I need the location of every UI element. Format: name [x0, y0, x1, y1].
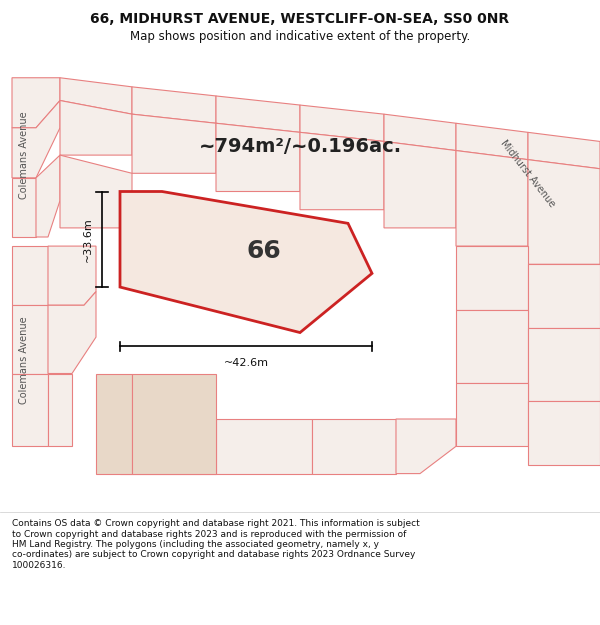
Polygon shape: [60, 101, 132, 155]
Text: Midhurst Avenue: Midhurst Avenue: [499, 138, 557, 209]
Polygon shape: [12, 101, 60, 178]
Polygon shape: [456, 246, 528, 310]
Polygon shape: [528, 159, 600, 264]
Polygon shape: [12, 178, 36, 237]
Polygon shape: [528, 401, 600, 464]
Polygon shape: [216, 123, 300, 191]
Polygon shape: [48, 246, 96, 305]
Polygon shape: [132, 374, 216, 474]
Text: Contains OS data © Crown copyright and database right 2021. This information is : Contains OS data © Crown copyright and d…: [12, 519, 420, 570]
Polygon shape: [456, 123, 528, 159]
Polygon shape: [384, 114, 456, 151]
Polygon shape: [300, 132, 384, 210]
Text: Colemans Avenue: Colemans Avenue: [19, 316, 29, 404]
Polygon shape: [120, 191, 372, 332]
Polygon shape: [300, 105, 384, 141]
Polygon shape: [120, 419, 216, 474]
Polygon shape: [216, 419, 312, 474]
Polygon shape: [12, 374, 48, 446]
Polygon shape: [216, 96, 300, 132]
Polygon shape: [528, 132, 600, 169]
Polygon shape: [396, 419, 456, 474]
Text: ~42.6m: ~42.6m: [223, 357, 269, 367]
Polygon shape: [384, 141, 456, 228]
Polygon shape: [96, 374, 132, 474]
Polygon shape: [60, 78, 132, 114]
Polygon shape: [312, 419, 396, 474]
Text: ~33.6m: ~33.6m: [83, 217, 93, 262]
Polygon shape: [456, 310, 528, 382]
Polygon shape: [48, 292, 96, 374]
Polygon shape: [12, 246, 48, 305]
Text: Map shows position and indicative extent of the property.: Map shows position and indicative extent…: [130, 30, 470, 43]
Text: ~794m²/~0.196ac.: ~794m²/~0.196ac.: [199, 136, 401, 156]
Polygon shape: [12, 305, 48, 374]
Text: 66: 66: [247, 239, 281, 262]
Text: 66, MIDHURST AVENUE, WESTCLIFF-ON-SEA, SS0 0NR: 66, MIDHURST AVENUE, WESTCLIFF-ON-SEA, S…: [91, 12, 509, 26]
Polygon shape: [48, 374, 72, 446]
Polygon shape: [60, 155, 132, 228]
Text: Colemans Avenue: Colemans Avenue: [19, 111, 29, 199]
Polygon shape: [36, 155, 60, 237]
Polygon shape: [132, 114, 216, 173]
Polygon shape: [528, 264, 600, 328]
Polygon shape: [12, 78, 60, 128]
Polygon shape: [528, 328, 600, 401]
Polygon shape: [456, 151, 528, 246]
Polygon shape: [456, 382, 528, 446]
Polygon shape: [132, 87, 216, 123]
